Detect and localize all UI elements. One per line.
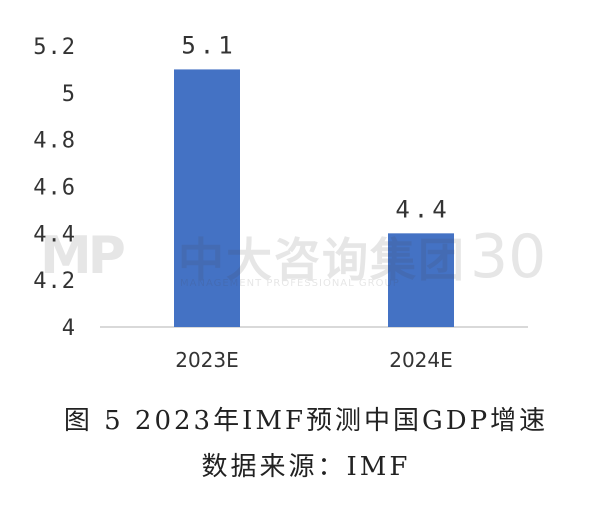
y-tick-label: 4.4 [33,222,76,247]
y-tick-label: 5.2 [33,35,76,60]
bar-chart: 4 4.2 4.4 4.6 4.8 5 5.2 5.1 2023E 4.4 2024E [33,31,528,372]
data-source: 数据来源：IMF [201,452,411,482]
bar-2024E [388,233,454,327]
x-category-label: 2024E [389,348,453,372]
y-tick-label: 4 [62,316,76,341]
y-tick-label: 4.6 [33,176,76,201]
chart-area: 4 4.2 4.4 4.6 4.8 5 5.2 5.1 2023E 4.4 2024E [33,31,528,372]
y-tick-label: 4.8 [33,129,76,154]
y-tick-label: 4.2 [33,269,76,294]
x-category-label: 2023E [175,348,239,372]
data-label: 4.4 [395,195,450,223]
figure-caption: 图 5 2023年IMF预测中国GDP增速 [63,406,549,436]
data-label: 5.1 [181,31,236,59]
bar-2023E [174,69,240,328]
y-tick-label: 5 [62,82,76,107]
